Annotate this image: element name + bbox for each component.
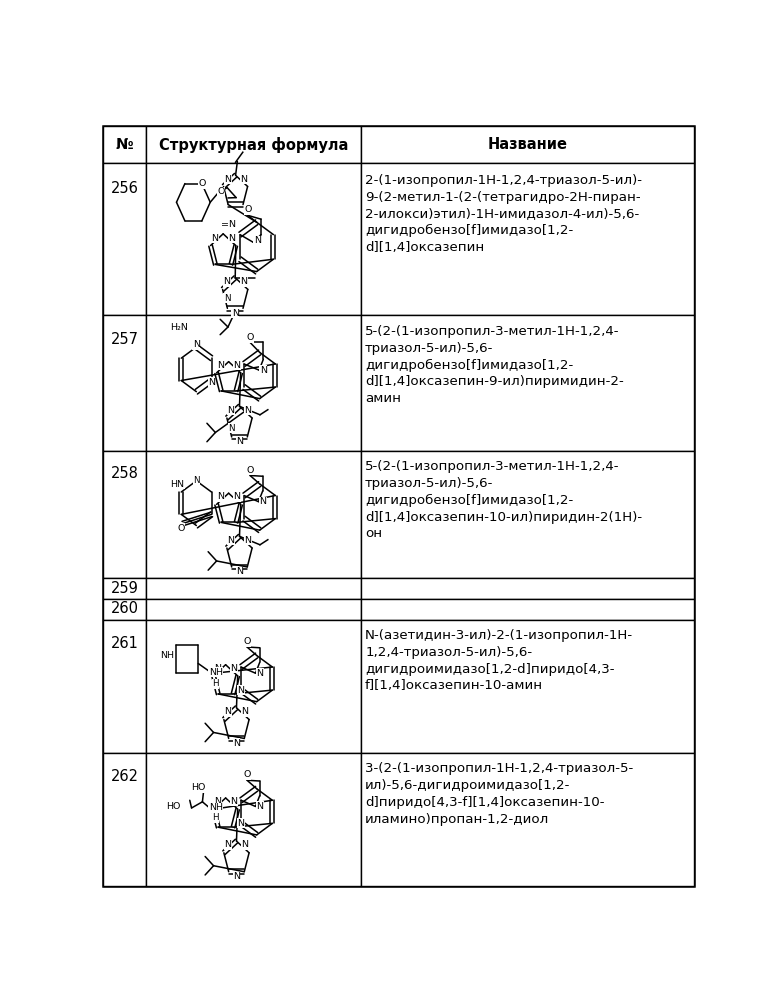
Text: 260: 260 (110, 601, 138, 616)
Bar (145, 315, 362, 451)
Text: 256: 256 (110, 181, 138, 196)
Text: O: O (177, 524, 185, 533)
Text: NH: NH (209, 803, 223, 812)
Bar (362, 315, 694, 451)
Text: N: N (227, 406, 234, 415)
Bar (362, 620, 694, 753)
Bar (362, 599, 694, 620)
Bar (362, 163, 694, 315)
Text: Название: Название (488, 137, 568, 152)
Text: HN: HN (170, 480, 184, 489)
Text: N: N (224, 707, 231, 716)
Text: N: N (233, 361, 240, 370)
Text: O: O (247, 333, 254, 342)
Bar (103, 578, 145, 599)
Bar (103, 315, 145, 451)
Text: N: N (237, 819, 244, 828)
Text: N: N (230, 797, 237, 806)
Bar (103, 126, 145, 163)
Text: 261: 261 (110, 636, 138, 651)
Text: O: O (244, 637, 251, 646)
Text: N: N (256, 802, 263, 811)
Bar (145, 126, 362, 163)
Text: N: N (212, 234, 219, 243)
Text: N: N (242, 840, 249, 849)
Text: N: N (242, 707, 249, 716)
Bar (103, 753, 145, 886)
Text: N: N (228, 424, 234, 433)
Text: N: N (233, 872, 240, 881)
Text: 258: 258 (110, 466, 138, 481)
Text: HO: HO (166, 802, 180, 811)
Text: N: N (230, 664, 237, 673)
Text: N: N (259, 497, 266, 506)
Text: N: N (232, 309, 239, 318)
Text: N: N (254, 236, 261, 245)
Text: N: N (233, 739, 240, 748)
Text: №: № (116, 137, 133, 152)
Text: O: O (217, 187, 225, 196)
Text: Структурная формула: Структурная формула (159, 137, 349, 153)
Text: 3-(2-(1-изопропил-1Н-1,2,4-триазол-5-
ил)-5,6-дигидроимидазо[1,2-
d]пиридо[4,3-f: 3-(2-(1-изопропил-1Н-1,2,4-триазол-5- ил… (365, 762, 633, 826)
Text: N: N (256, 669, 263, 678)
Text: N: N (233, 492, 240, 501)
Text: 259: 259 (110, 581, 138, 596)
Bar (103, 620, 145, 753)
Text: H: H (212, 813, 219, 822)
Text: N: N (217, 492, 224, 501)
Bar (145, 451, 362, 578)
Text: N: N (244, 406, 251, 415)
Text: N: N (224, 840, 231, 849)
Text: 262: 262 (110, 769, 138, 784)
Text: N: N (214, 797, 221, 806)
Text: O: O (247, 466, 254, 475)
Bar (103, 451, 145, 578)
Bar (145, 753, 362, 886)
Text: NH: NH (160, 651, 174, 660)
Text: N: N (227, 536, 234, 545)
Text: N: N (236, 437, 243, 446)
Text: N: N (236, 567, 243, 576)
Text: N-(азетидин-3-ил)-2-(1-изопропил-1Н-
1,2,4-триазол-5-ил)-5,6-
дигидроимидазо[1,2: N-(азетидин-3-ил)-2-(1-изопропил-1Н- 1,2… (365, 629, 633, 692)
Bar (362, 451, 694, 578)
Bar (145, 599, 362, 620)
Text: N: N (228, 234, 235, 243)
Text: 5-(2-(1-изопропил-3-метил-1Н-1,2,4-
триазол-5-ил)-5,6-
дигидробензо[f]имидазо[1,: 5-(2-(1-изопропил-3-метил-1Н-1,2,4- триа… (365, 460, 643, 540)
Bar (145, 620, 362, 753)
Text: N: N (237, 686, 244, 695)
Bar (362, 126, 694, 163)
Text: =N: =N (222, 220, 237, 229)
Bar (362, 753, 694, 886)
Bar (103, 163, 145, 315)
Bar (145, 163, 362, 315)
Text: 257: 257 (110, 332, 138, 347)
Bar (145, 578, 362, 599)
Text: N: N (208, 378, 215, 387)
Text: H: H (212, 679, 219, 688)
Text: 5-(2-(1-изопропил-3-метил-1Н-1,2,4-
триазол-5-ил)-5,6-
дигидробензо[f]имидазо[1,: 5-(2-(1-изопропил-3-метил-1Н-1,2,4- триа… (365, 325, 624, 405)
Bar (103, 599, 145, 620)
Text: N: N (193, 476, 200, 485)
Text: N: N (217, 361, 224, 370)
Text: N: N (224, 175, 231, 184)
Text: N: N (224, 294, 230, 303)
Text: N: N (193, 340, 200, 349)
Text: N: N (240, 277, 247, 286)
Text: H₂N: H₂N (170, 323, 188, 332)
Text: O: O (244, 205, 251, 214)
Text: N: N (214, 664, 221, 673)
Text: O: O (198, 179, 206, 188)
Text: N: N (223, 277, 230, 286)
Text: HO: HO (191, 783, 205, 792)
Bar (362, 578, 694, 599)
Text: O: O (244, 770, 251, 779)
Text: 2-(1-изопропил-1Н-1,2,4-триазол-5-ил)-
9-(2-метил-1-(2-(тетрагидро-2Н-пиран-
2-и: 2-(1-изопропил-1Н-1,2,4-триазол-5-ил)- 9… (365, 174, 642, 254)
Text: NH: NH (209, 668, 223, 677)
Text: N: N (240, 175, 247, 184)
Text: N: N (244, 536, 251, 545)
Text: N: N (260, 366, 267, 375)
